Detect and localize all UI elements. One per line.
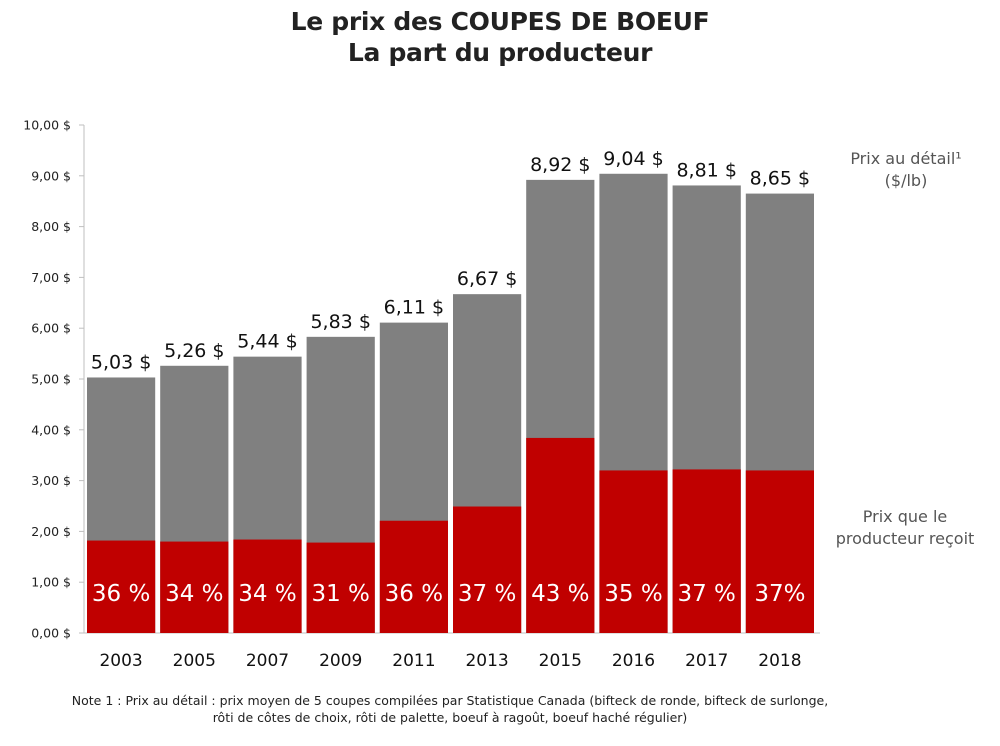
footnote-line2: rôti de côtes de choix, rôti de palette,…	[212, 710, 688, 725]
retail-price-label: 5,03 $	[91, 351, 151, 373]
producer-share-label: 36 %	[385, 581, 443, 607]
y-tick-label: 9,00 $	[31, 168, 71, 183]
bar-producer	[160, 541, 229, 633]
retail-price-label: 5,26 $	[164, 340, 224, 362]
retail-price-label: 5,83 $	[310, 311, 370, 333]
x-category-label: 2017	[685, 651, 728, 671]
retail-price-label: 8,92 $	[530, 154, 590, 176]
x-category-label: 2011	[392, 651, 435, 671]
legend-retail-unit: ($/lb)	[884, 171, 928, 190]
y-tick-label: 8,00 $	[31, 219, 71, 234]
data-labels: 5,03 $ 36 % 2003 5,26 $ 34 % 2005 5,44 $ 34 % 20…	[91, 148, 810, 671]
bar-producer	[599, 470, 668, 633]
producer-share-label: 34 %	[165, 581, 223, 607]
producer-share-label: 34 %	[238, 581, 296, 607]
legend-retail-label: Prix au détail¹	[850, 149, 962, 168]
bar-producer	[453, 506, 522, 633]
producer-share-label: 35 %	[604, 581, 662, 607]
retail-price-label: 6,11 $	[384, 297, 444, 319]
producer-share-label: 31 %	[311, 581, 369, 607]
legend-producer: Prix que le producteur reçoit	[820, 506, 990, 550]
chart-title-line1: Le prix des COUPES DE BOEUF	[290, 7, 710, 36]
producer-share-label: 36 %	[92, 581, 150, 607]
y-tick-label: 10,00 $	[23, 118, 71, 133]
legend-producer-line1: Prix que le	[862, 507, 948, 526]
x-category-label: 2013	[465, 651, 508, 671]
bar-producer	[87, 540, 156, 633]
retail-price-label: 8,65 $	[750, 168, 810, 190]
legend-retail: Prix au détail¹ ($/lb)	[826, 148, 986, 192]
producer-share-label: 37 %	[677, 581, 735, 607]
x-category-label: 2005	[173, 651, 216, 671]
retail-price-label: 8,81 $	[676, 159, 736, 181]
retail-price-label: 6,67 $	[457, 268, 517, 290]
bar-producer	[526, 437, 595, 633]
x-category-label: 2009	[319, 651, 362, 671]
chart-title: Le prix des COUPES DE BOEUF La part du p…	[0, 6, 1000, 68]
legend-producer-line2: producteur reçoit	[835, 529, 975, 548]
y-tick-label: 0,00 $	[31, 626, 71, 641]
bar-producer	[306, 542, 375, 633]
bar-producer	[745, 470, 814, 633]
bar-producer	[379, 520, 448, 633]
y-tick-label: 7,00 $	[31, 270, 71, 285]
producer-share-label: 37%	[754, 581, 805, 607]
producer-share-label: 37 %	[458, 581, 516, 607]
y-tick-label: 6,00 $	[31, 321, 71, 336]
bars	[87, 173, 814, 633]
y-tick-label: 1,00 $	[31, 575, 71, 590]
x-category-label: 2015	[539, 651, 582, 671]
y-tick-label: 2,00 $	[31, 524, 71, 539]
retail-price-label: 5,44 $	[237, 331, 297, 353]
retail-price-label: 9,04 $	[603, 148, 663, 170]
y-tick-label: 3,00 $	[31, 473, 71, 488]
bar-producer	[233, 539, 302, 633]
producer-share-label: 43 %	[531, 581, 589, 607]
y-tick-label: 5,00 $	[31, 372, 71, 387]
chart-title-line2: La part du producteur	[347, 38, 653, 67]
bar-producer	[672, 469, 741, 633]
x-category-label: 2003	[99, 651, 142, 671]
footnote-line1: Note 1 : Prix au détail : prix moyen de …	[71, 693, 829, 708]
y-tick-label: 4,00 $	[31, 422, 71, 437]
y-axis: 0,00 $ 1,00 $ 2,00 $ 3,00 $ 4,00 $ 5,00 $ 6,00…	[23, 118, 820, 641]
footnote: Note 1 : Prix au détail : prix moyen de …	[40, 692, 860, 726]
x-category-label: 2016	[612, 651, 655, 671]
x-category-label: 2018	[758, 651, 801, 671]
x-category-label: 2007	[246, 651, 289, 671]
